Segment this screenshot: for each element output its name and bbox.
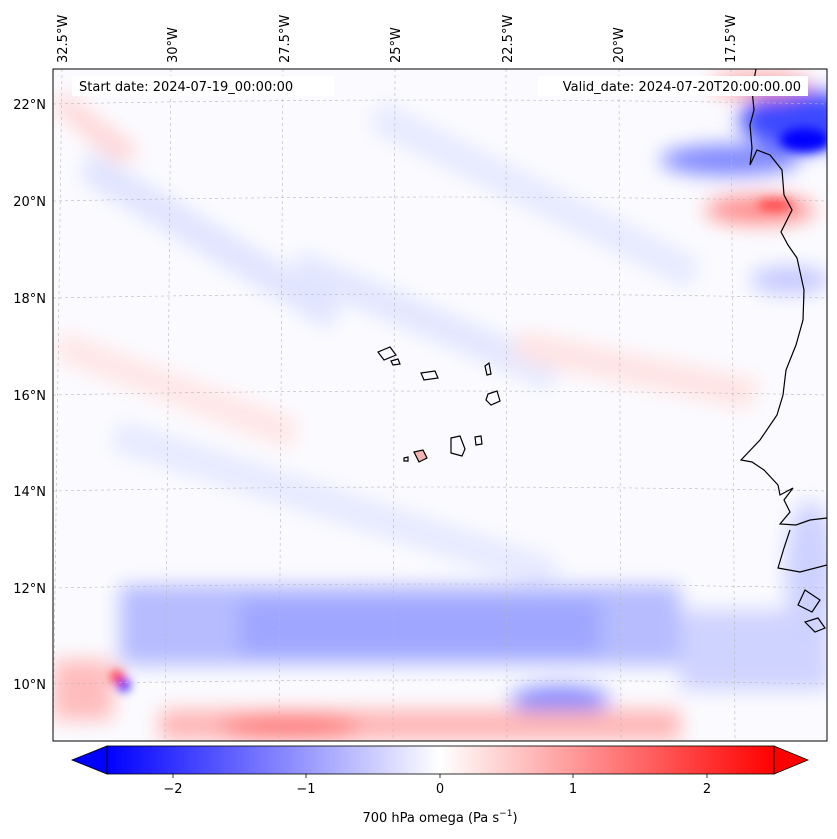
colorbar-label-end: ) xyxy=(512,811,517,826)
lon-label: 25°W xyxy=(389,27,404,63)
lon-label: 32.5°W xyxy=(56,15,71,63)
colorbar-label-main: 700 hPa omega (Pa s xyxy=(362,811,499,826)
africa-coastline xyxy=(739,69,827,526)
island-brava xyxy=(403,456,409,462)
lat-label: 12°N xyxy=(13,582,46,597)
colorbar-tick-label: 0 xyxy=(436,782,444,797)
lat-label: 10°N xyxy=(13,678,46,693)
colorbar-label-sup: −1 xyxy=(499,809,512,819)
cape-verde-islands xyxy=(377,346,501,463)
island-sao-vicente xyxy=(390,358,401,366)
island-maio xyxy=(474,435,483,446)
island-santo-antao xyxy=(377,346,397,361)
header-bar: Start date: 2024-07-19_00:00:00 Valid_da… xyxy=(72,76,808,96)
lat-label: 20°N xyxy=(13,195,46,210)
island-santiago xyxy=(450,435,466,457)
lon-label: 30°W xyxy=(166,27,181,63)
lat-label: 16°N xyxy=(13,389,46,404)
colorbar-ticks xyxy=(172,774,708,778)
lon-label: 17.5°W xyxy=(724,15,739,63)
lon-label: 20°W xyxy=(612,27,627,63)
coastlines xyxy=(739,69,827,633)
start-date-text: Start date: 2024-07-19_00:00:00 xyxy=(79,80,293,95)
island-sal xyxy=(484,361,492,376)
omega-shading xyxy=(53,73,827,740)
bissagos-islands xyxy=(797,589,821,613)
colorbar-tick-label: −1 xyxy=(296,782,315,797)
colorbar-gradient xyxy=(107,746,774,774)
island-sao-nicolau xyxy=(420,370,439,381)
start-date-box xyxy=(72,76,334,96)
island-boa-vista xyxy=(485,390,501,406)
colorbar-max-extend xyxy=(773,745,810,775)
lat-label: 18°N xyxy=(13,292,46,307)
lon-label: 22.5°W xyxy=(501,15,516,63)
map-frame xyxy=(52,68,828,742)
longitude-labels: 32.5°W 30°W 27.5°W 25°W 22.5°W 20°W 17.5… xyxy=(56,15,739,63)
lat-label: 22°N xyxy=(13,98,46,113)
colorbar: −2 −1 0 1 2 700 hPa omega (Pa s−1) xyxy=(70,745,810,826)
gambia-coast xyxy=(777,529,827,573)
latitude-labels: 22°N 20°N 18°N 16°N 14°N 12°N 10°N xyxy=(13,98,46,693)
colorbar-label: 700 hPa omega (Pa s−1) xyxy=(362,809,517,826)
colorbar-tick-label: 1 xyxy=(569,782,577,797)
graticule xyxy=(53,69,827,741)
valid-date-box xyxy=(538,76,808,96)
lon-label: 27.5°W xyxy=(278,15,293,63)
lat-label: 14°N xyxy=(13,485,46,500)
island-fogo xyxy=(413,449,428,463)
guinea-islands xyxy=(803,617,826,633)
colorbar-min-extend xyxy=(70,745,108,775)
colorbar-tick-label: −2 xyxy=(163,782,182,797)
valid-date-text: Valid_date: 2024-07-20T20:00:00.00 xyxy=(563,80,801,95)
omega-field-map xyxy=(52,68,828,742)
colorbar-frame xyxy=(106,745,775,775)
colorbar-tick-label: 2 xyxy=(703,782,711,797)
